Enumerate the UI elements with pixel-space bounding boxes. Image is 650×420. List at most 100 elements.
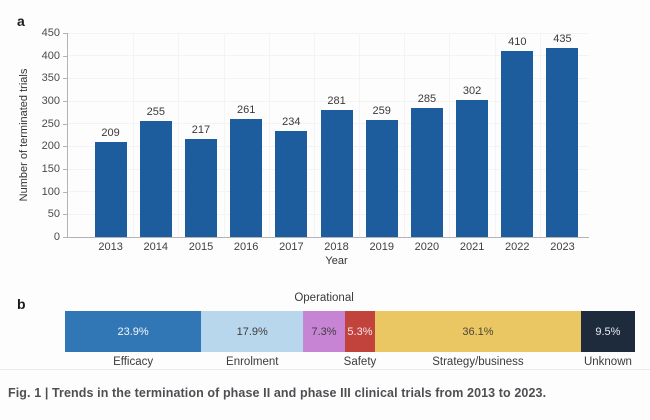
stacked-bar-wrap: 23.9% 17.9% 7.3% 5.3% 36.1% 9.5% Efficacy Enro… [65,290,635,370]
y-tick-label: 0 [53,231,60,243]
bar-column: 410 [495,33,540,237]
segment-enrolment: 17.9% [201,311,304,352]
segment-strategy-business: 36.1% [375,311,581,352]
y-tick-label: 400 [41,49,60,62]
bar-2016 [230,118,263,237]
x-tick-label: 2015 [188,241,214,253]
segment-percentage: 17.9% [236,325,268,338]
bar-value-label: 435 [553,33,572,45]
x-tick-label: 2020 [414,241,440,253]
segment-label-safety: Safety [343,356,377,368]
bar-column: 259 [359,33,404,237]
gridline [68,77,589,79]
segment-percentage: 5.3% [347,325,373,338]
bar-2018 [320,109,353,237]
x-axis-title: Year [325,255,348,267]
bar-2014 [139,121,172,237]
segment-percentage: 36.1% [462,325,494,338]
gridline-vertical [133,33,135,237]
bar-value-label: 255 [146,106,165,119]
bar-column: 435 [540,33,585,237]
segment-label-unknown: Unknown [583,356,632,368]
x-tick-label: 2017 [279,241,304,253]
y-axis-title: Number of terminated trials [18,68,30,202]
bar-value-label: 209 [101,127,120,140]
stacked-bar: 23.9% 17.9% 7.3% 5.3% 36.1% 9.5% [65,311,635,352]
gridline-vertical [494,33,496,237]
y-tick-mark [63,78,67,80]
bar-value-label: 410 [508,36,527,49]
gridline-vertical [223,33,225,237]
gridline [68,32,589,34]
bar-column: 234 [269,33,314,237]
segment-label-operational: Operational [294,292,354,304]
y-tick-mark [63,169,67,170]
bar-2017 [275,130,308,237]
bar-value-label: 217 [191,123,211,136]
bar-value-label: 261 [236,103,256,116]
x-tick-label: 2018 [324,241,349,253]
gridline-vertical [449,33,451,237]
y-tick-mark [63,214,67,216]
bar-column: 217 [178,33,223,237]
bar-2013 [94,142,127,237]
gridline-vertical [178,33,180,237]
bar-value-label: 281 [327,94,346,107]
gridline [68,100,589,102]
y-tick-label: 250 [41,117,60,130]
segment-unknown: 9.5% [580,311,635,352]
y-tick-mark [63,146,67,148]
bar-column: 302 [450,33,495,237]
divider-line [0,369,650,370]
y-tick-mark [63,101,67,102]
bar-value-label: 302 [462,85,482,98]
x-tick-label: 2021 [459,241,485,253]
bar-series: 209 255 217 261 234 281 259 285 302 410 435 [88,33,585,237]
segment-safety: 5.3% [344,311,376,352]
bar-2019 [365,119,398,237]
gridline-vertical [313,33,315,237]
segment-operational: 7.3% [303,311,345,352]
gridline-vertical [268,33,270,237]
x-tick-label: 2014 [143,241,169,253]
panel-b-label: b [17,296,26,312]
segment-percentage: 9.5% [595,325,621,338]
figure-caption: Fig. 1 | Trends in the termination of ph… [8,386,547,400]
bar-column: 261 [224,33,269,237]
y-tick-label: 200 [41,140,60,153]
x-tick-label: 2023 [550,241,575,253]
bar-2015 [184,138,217,237]
segment-label-strategy-business: Strategy/business [432,356,524,368]
x-axis-tick-labels: 2013 2014 2015 2016 2017 2018 2019 2020 2021 2022… [88,241,585,253]
bar-column: 281 [314,33,359,237]
bar-2021 [456,100,489,237]
y-tick-label: 50 [47,208,60,221]
bar-column: 285 [404,33,449,237]
segment-percentage: 7.3% [311,325,337,338]
y-tick-label: 150 [41,163,60,175]
bar-2023 [546,48,579,237]
bar-column: 255 [133,33,178,237]
x-tick-label: 2016 [233,241,259,253]
y-tick-mark [63,123,67,125]
bar-2022 [501,51,534,237]
x-tick-label: 2019 [369,241,394,253]
y-tick-mark [63,191,67,193]
gridline-vertical [539,33,541,237]
y-tick-label: 350 [41,72,60,85]
x-tick-label: 2013 [98,241,123,253]
y-tick-label: 450 [41,27,60,39]
bar-2020 [410,107,443,237]
segment-efficacy: 23.9% [65,311,202,352]
bar-value-label: 234 [282,115,301,128]
segment-percentage: 23.9% [117,325,149,338]
x-tick-label: 2022 [505,241,530,253]
y-tick-mark [63,237,67,238]
bar-column: 209 [88,33,133,237]
bar-value-label: 285 [417,92,437,105]
gridline [68,55,589,57]
segment-label-enrolment: Enrolment [226,356,279,368]
panel-a-label: a [17,13,25,29]
gridline-vertical [359,33,361,237]
